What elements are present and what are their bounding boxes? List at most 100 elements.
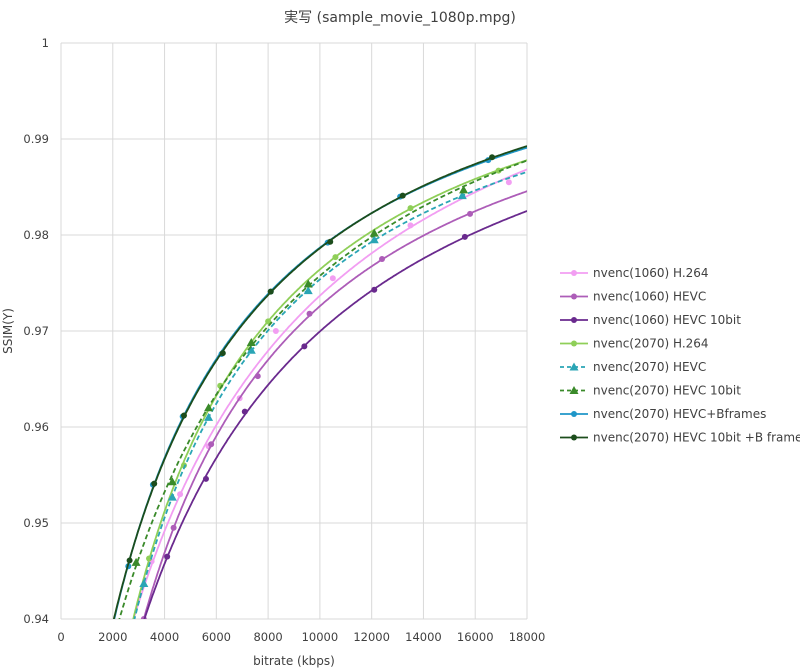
series-line [113, 146, 527, 619]
data-point [170, 524, 177, 531]
x-tick-label: 12000 [353, 630, 390, 644]
legend-item[interactable]: nvenc(2070) HEVC [560, 360, 706, 374]
data-point [146, 555, 153, 562]
data-point [505, 179, 512, 186]
x-tick-label: 2000 [98, 630, 127, 644]
data-point [167, 477, 177, 486]
legend-label: nvenc(2070) H.264 [593, 337, 709, 351]
legend-item[interactable]: nvenc(2070) HEVC 10bit [560, 384, 741, 398]
data-point [457, 191, 467, 200]
data-point [407, 205, 414, 212]
data-point [204, 412, 214, 421]
x-tick-label: 18000 [509, 630, 546, 644]
legend-item[interactable]: nvenc(1060) HEVC 10bit [560, 313, 741, 327]
legend-swatch-marker [569, 362, 579, 371]
x-tick-label: 10000 [302, 630, 339, 644]
data-point [461, 233, 468, 240]
y-tick-label: 0.95 [23, 516, 49, 530]
y-tick-label: 0.94 [23, 612, 49, 626]
legend-item[interactable]: nvenc(2070) H.264 [560, 337, 709, 351]
data-point [306, 310, 313, 317]
data-point [202, 475, 209, 482]
data-point [495, 167, 502, 174]
data-point [272, 328, 279, 334]
series-line [133, 171, 527, 619]
legend-label: nvenc(2070) HEVC 10bit [593, 384, 741, 398]
legend-swatch-marker [571, 340, 577, 347]
series-line [143, 210, 527, 619]
data-point [246, 345, 256, 354]
legend-label: nvenc(2070) HEVC [593, 360, 706, 374]
data-point [180, 462, 187, 469]
plot-area [112, 145, 527, 619]
legend-label: nvenc(1060) H.264 [593, 266, 709, 280]
x-tick-label: 8000 [253, 630, 282, 644]
data-point [180, 412, 187, 419]
data-point [459, 185, 469, 194]
y-tick-label: 0.99 [23, 132, 49, 146]
data-point [267, 288, 274, 295]
legend-item[interactable]: nvenc(2070) HEVC+Bframes [560, 407, 766, 421]
data-point [301, 343, 308, 350]
legend-swatch-marker [571, 411, 577, 417]
data-point [369, 235, 379, 244]
data-point [371, 286, 378, 293]
legend-label: nvenc(1060) HEVC 10bit [593, 313, 741, 327]
data-point [467, 210, 474, 217]
x-axis-label: bitrate (kbps) [253, 654, 335, 668]
series-line [132, 168, 527, 619]
data-point [254, 373, 261, 380]
legend-swatch-marker [569, 386, 579, 394]
legend-item[interactable]: nvenc(1060) H.264 [560, 266, 709, 280]
legend-swatch-marker [571, 293, 577, 300]
data-point [164, 553, 171, 560]
legend-swatch-marker [571, 270, 577, 276]
legend[interactable]: nvenc(1060) H.264 nvenc(1060) HEVC nvenc(1… [560, 266, 800, 445]
data-point [265, 318, 272, 325]
data-point [208, 441, 215, 448]
data-point [332, 254, 339, 261]
data-point [139, 578, 149, 587]
data-point [151, 480, 158, 487]
data-point [303, 279, 313, 288]
data-point [204, 403, 214, 412]
x-tick-label: 4000 [150, 630, 179, 644]
legend-swatch-marker [571, 317, 577, 323]
legend-label: nvenc(2070) HEVC 10bit +B frames [593, 431, 800, 445]
series-line [112, 145, 527, 619]
x-tick-label: 14000 [405, 630, 442, 644]
data-point [379, 256, 386, 262]
data-point [327, 238, 334, 245]
legend-label: nvenc(1060) HEVC [593, 290, 706, 304]
y-tick-label: 1 [42, 36, 49, 50]
series-line [132, 159, 527, 619]
data-point [369, 228, 379, 237]
x-axis: 0 2000 4000 6000 8000 10000 12000 14000 16000 180… [57, 630, 545, 644]
chart-title: 実写 (sample_movie_1080p.mpg) [284, 10, 516, 26]
y-axis: 0.94 0.95 0.96 0.97 0.98 0.99 1 [23, 36, 49, 626]
data-point [246, 338, 256, 347]
y-tick-label: 0.97 [23, 324, 49, 338]
y-tick-label: 0.98 [23, 228, 49, 242]
x-tick-label: 6000 [202, 630, 231, 644]
y-tick-label: 0.96 [23, 420, 49, 434]
x-tick-label: 16000 [457, 630, 494, 644]
data-point [241, 408, 248, 415]
data-point [131, 557, 141, 566]
series-line [118, 159, 527, 619]
legend-item[interactable]: nvenc(2070) HEVC 10bit +B frames [560, 431, 800, 445]
data-point [219, 350, 226, 357]
x-tick-label: 0 [57, 630, 64, 644]
data-point [303, 286, 313, 295]
series-line [142, 190, 527, 619]
data-point [407, 222, 414, 229]
legend-label: nvenc(2070) HEVC+Bframes [593, 407, 766, 421]
data-point [489, 154, 496, 161]
y-axis-label: SSIM(Y) [1, 308, 15, 354]
legend-item[interactable]: nvenc(1060) HEVC [560, 290, 706, 304]
data-point [126, 557, 133, 564]
data-point [177, 491, 184, 498]
legend-swatch-marker [571, 434, 577, 441]
data-point [329, 275, 336, 282]
